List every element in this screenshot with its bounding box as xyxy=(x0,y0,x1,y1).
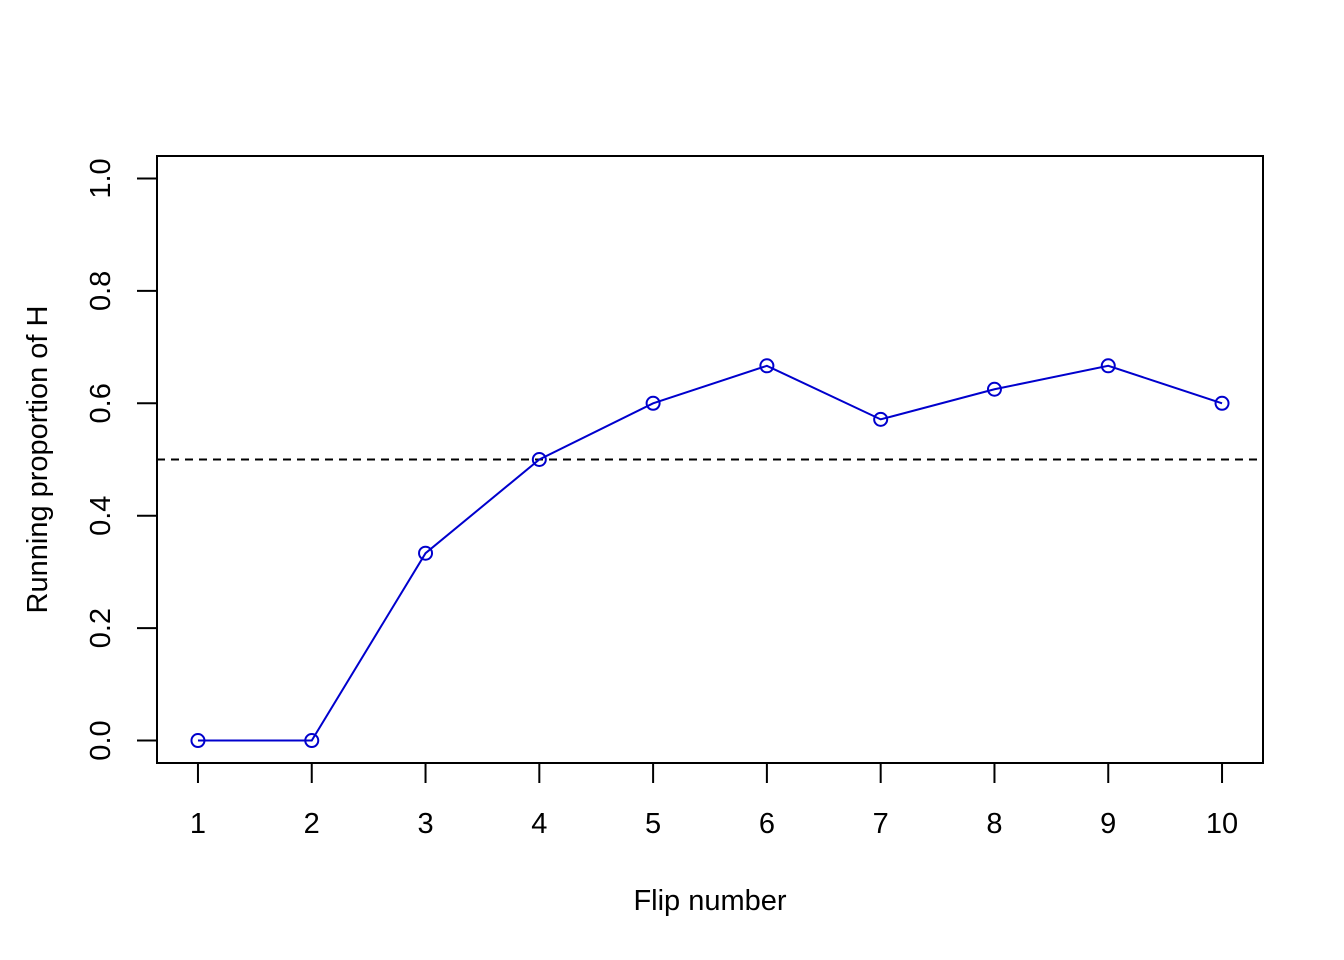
data-point xyxy=(759,358,775,374)
x-tick-label: 8 xyxy=(986,808,1002,840)
y-tick-label: 0.2 xyxy=(85,608,117,648)
series-line xyxy=(197,364,1223,742)
data-point xyxy=(873,411,889,427)
data-point xyxy=(986,381,1002,397)
data-point xyxy=(1214,395,1230,411)
data-point xyxy=(190,733,206,749)
x-axis-title: Flip number xyxy=(633,885,786,917)
y-axis-title: Running proportion of H xyxy=(22,306,54,614)
y-tick-label: 0.4 xyxy=(85,496,117,536)
y-tick-label: 0.0 xyxy=(85,720,117,760)
x-tick-label: 4 xyxy=(531,808,547,840)
data-point xyxy=(418,545,434,561)
y-tick-label: 1.0 xyxy=(85,158,117,198)
x-tick-label: 10 xyxy=(1206,808,1238,840)
x-tick-label: 7 xyxy=(873,808,889,840)
x-tick-label: 6 xyxy=(759,808,775,840)
x-tick-label: 1 xyxy=(190,808,206,840)
x-tick-label: 5 xyxy=(645,808,661,840)
data-point xyxy=(1100,358,1116,374)
x-tick-label: 3 xyxy=(417,808,433,840)
y-tick-label: 0.8 xyxy=(85,271,117,311)
y-axis: 0.0 0.2 0.4 0.6 0.8 1.0 xyxy=(85,158,158,761)
x-tick-label: 2 xyxy=(304,808,320,840)
series-layer xyxy=(190,358,1230,749)
x-axis: 1 2 3 4 5 6 7 8 9 10 xyxy=(190,762,1238,840)
x-tick-label: 9 xyxy=(1100,808,1116,840)
y-tick-label: 0.6 xyxy=(85,383,117,423)
data-point xyxy=(645,395,661,411)
data-point xyxy=(304,733,320,749)
data-point xyxy=(531,452,547,467)
